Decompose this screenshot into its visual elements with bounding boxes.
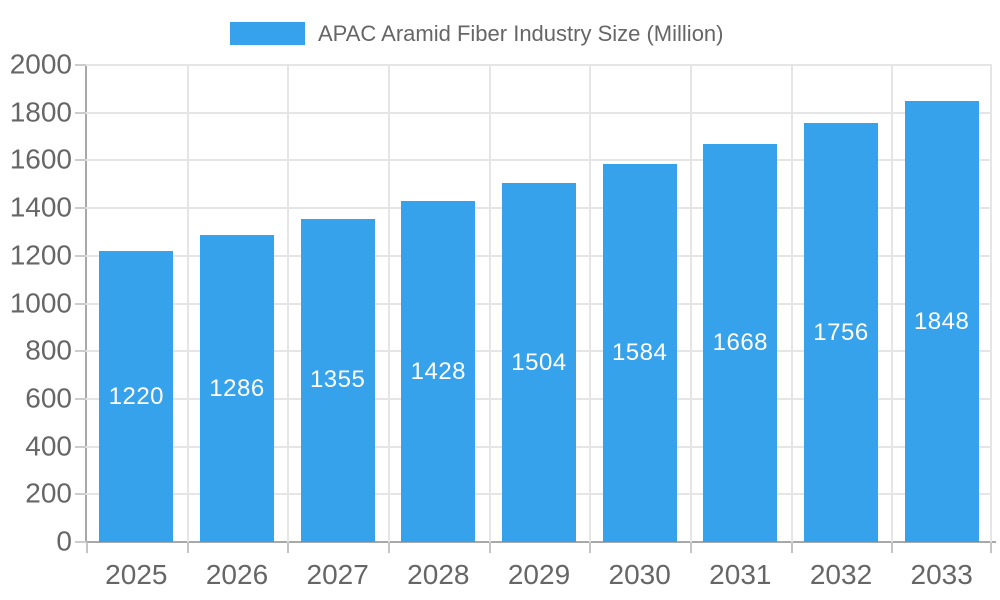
y-axis-tick-label: 400 — [25, 429, 72, 461]
y-axis-tick-label: 1200 — [9, 239, 72, 271]
x-gridline — [488, 65, 491, 542]
y-gridline — [86, 159, 992, 162]
x-axis-tick-label: 2027 — [306, 559, 369, 590]
y-tick — [75, 111, 86, 114]
y-tick — [75, 302, 86, 305]
x-gridline — [287, 65, 290, 542]
x-axis-tick-label: 2032 — [809, 559, 873, 590]
x-gridline — [388, 65, 390, 542]
y-gridline — [86, 64, 992, 66]
x-tick — [790, 542, 793, 553]
bar-value-label: 1355 — [309, 366, 366, 394]
y-axis-tick-label: 1600 — [9, 143, 72, 175]
bar-2030[interactable]: 1584 — [602, 164, 677, 542]
x-gridline — [690, 65, 692, 542]
bar-value-label: 1848 — [913, 307, 970, 335]
x-axis-tick-label: 2030 — [608, 559, 671, 590]
y-axis-tick-label: 1000 — [9, 286, 72, 318]
bar-2029[interactable]: 1504 — [502, 183, 576, 542]
y-axis-tick-label: 600 — [25, 382, 72, 414]
x-axis-line — [85, 541, 996, 543]
x-axis-tick-label: 2028 — [407, 559, 470, 590]
legend-item[interactable]: APAC Aramid Fiber Industry Size (Million… — [230, 20, 724, 46]
bar-value-label: 1428 — [410, 357, 467, 385]
x-gridline — [186, 65, 189, 542]
bar-2032[interactable]: 1756 — [804, 123, 878, 542]
y-tick — [75, 350, 86, 353]
y-tick — [75, 159, 86, 162]
bar-value-label: 1668 — [712, 329, 769, 357]
y-tick — [75, 64, 86, 66]
y-axis-tick-label: 200 — [25, 477, 72, 509]
y-tick — [75, 207, 86, 210]
x-tick — [186, 542, 189, 553]
x-axis-tick-label: 2031 — [709, 559, 772, 590]
y-tick — [75, 541, 86, 543]
bar-value-label: 1286 — [209, 374, 265, 402]
y-axis-tick-label: 1400 — [9, 191, 72, 223]
x-tick — [287, 542, 290, 553]
y-gridline — [86, 111, 992, 114]
bar-2033[interactable]: 1848 — [904, 101, 979, 542]
plot-area: 0 200 400 600 800 1000 1200 1400 1600 1800 2000 122… — [10, 48, 992, 590]
x-axis-tick-label: 2033 — [910, 559, 973, 590]
x-axis-tick-label: 2026 — [205, 559, 269, 590]
legend-swatch — [230, 22, 305, 45]
x-tick — [589, 542, 592, 553]
y-axis-tick-label: 800 — [25, 334, 72, 366]
bar-value-label: 1220 — [108, 382, 165, 410]
x-gridline — [790, 65, 793, 542]
bar-value-label: 1584 — [611, 339, 668, 367]
x-tick — [488, 542, 491, 553]
bar-2028[interactable]: 1428 — [401, 201, 476, 542]
y-tick — [75, 493, 86, 496]
x-gridline — [589, 65, 592, 542]
x-axis-tick-label: 2029 — [507, 559, 571, 590]
x-tick — [690, 542, 692, 553]
y-axis-tick-label: 2000 — [9, 48, 72, 80]
y-axis-tick-label: 0 — [56, 525, 72, 557]
bar-value-label: 1756 — [813, 318, 869, 346]
bar-value-label: 1504 — [511, 348, 567, 376]
x-gridline — [891, 65, 894, 542]
x-gridline — [990, 65, 992, 542]
y-axis-tick-label: 1800 — [9, 96, 72, 128]
bar-2027[interactable]: 1355 — [300, 218, 375, 542]
x-tick — [990, 542, 992, 553]
bar-2026[interactable]: 1286 — [200, 235, 274, 542]
y-tick — [75, 254, 86, 257]
legend-label: APAC Aramid Fiber Industry Size (Million… — [318, 20, 724, 46]
bar-2025[interactable]: 1220 — [99, 251, 174, 542]
y-tick — [75, 397, 86, 400]
y-tick — [75, 445, 86, 448]
x-axis-tick-label: 2025 — [105, 559, 168, 590]
x-tick — [388, 542, 390, 553]
x-tick — [891, 542, 894, 553]
x-tick — [86, 542, 88, 553]
bar-2031[interactable]: 1668 — [703, 144, 778, 542]
